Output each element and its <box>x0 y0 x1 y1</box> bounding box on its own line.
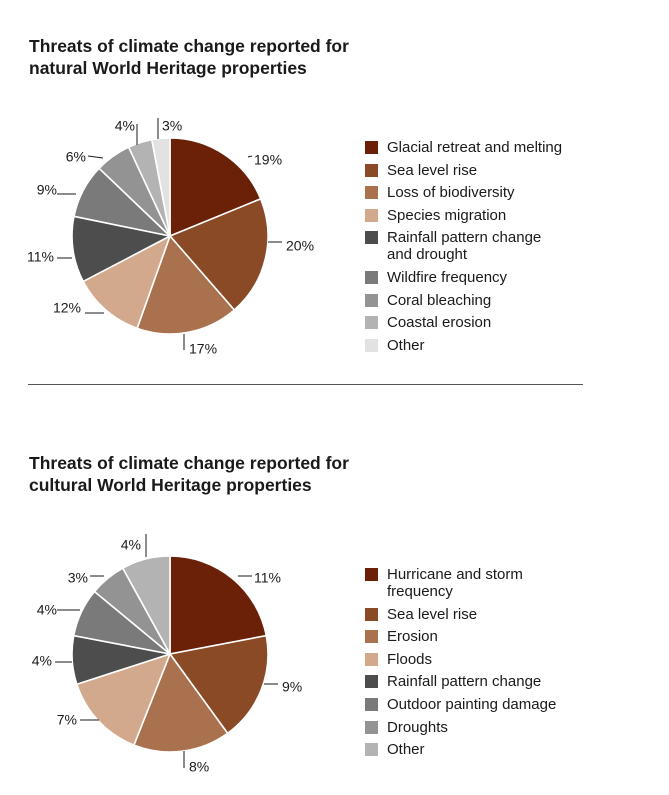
section-divider <box>28 384 583 385</box>
legend-item: Coral bleaching <box>365 292 562 309</box>
data-label: 4% <box>32 653 52 669</box>
legend-item: Species migration <box>365 207 562 224</box>
pie-slice-erosion <box>132 652 229 753</box>
pie-slice-sea-level-rise <box>168 197 269 312</box>
legend-swatch <box>365 141 378 154</box>
pie-slice-other <box>121 555 171 655</box>
legend-item: Rainfall pattern change <box>365 673 556 690</box>
pie-slice-hurricane-and-storm-frequency <box>169 555 268 655</box>
legend-swatch <box>365 697 378 711</box>
data-label: 3% <box>162 118 182 134</box>
chart-legend: Hurricane and storm frequency Sea level r… <box>365 566 556 764</box>
legend-label: Coral bleaching <box>387 291 492 309</box>
legend-item: Sea level rise <box>365 606 556 623</box>
legend-item: Droughts <box>365 719 556 736</box>
legend-label: Droughts <box>387 718 448 736</box>
data-label: 12% <box>53 300 81 316</box>
legend-label: Loss of biodiversity <box>387 184 515 202</box>
data-label: 20% <box>286 238 314 254</box>
legend-item: Rainfall pattern change and drought <box>365 229 562 263</box>
legend-item: Other <box>365 337 562 354</box>
legend-swatch <box>365 568 378 581</box>
legend-swatch <box>365 186 378 200</box>
pie-slice-glacial-retreat-and-melting <box>169 137 262 238</box>
legend-label: Hurricane and storm frequency <box>387 566 523 600</box>
legend-label: Glacial retreat and melting <box>387 139 563 156</box>
legend-label: Other <box>387 336 425 354</box>
legend-swatch <box>365 652 378 666</box>
data-label: 19% <box>254 152 282 168</box>
legend-label: Coastal erosion <box>387 314 492 332</box>
data-label: 11% <box>27 249 54 265</box>
legend-label: Sea level rise <box>387 605 478 623</box>
chart-title: Threats of climate change reported for c… <box>29 453 349 495</box>
pie-slice-other <box>150 137 171 237</box>
legend-swatch <box>365 607 378 621</box>
leader-line <box>87 155 104 159</box>
legend-label: Floods <box>387 650 433 668</box>
legend-item: Other <box>365 741 556 758</box>
pie-slice-rainfall-pattern-change-and-drought <box>71 215 173 283</box>
chart-legend: Glacial retreat and melting Sea level ris… <box>365 139 562 359</box>
legend-swatch <box>365 720 378 734</box>
data-label: 6% <box>66 149 86 165</box>
pie-slice-sea-level-rise <box>168 634 269 735</box>
legend-swatch <box>365 675 378 689</box>
natural-threats-chart: Threats of climate change reported for n… <box>0 0 669 380</box>
leader-line <box>247 155 253 158</box>
data-label: 4% <box>37 602 57 618</box>
data-label: 7% <box>57 712 77 728</box>
legend-label: Outdoor painting damage <box>387 695 557 713</box>
legend-label: Other <box>387 741 425 759</box>
data-label: 3% <box>68 570 88 586</box>
pie-chart: 19% 20% 17% 12% 11% 9% 6% 4% 3% <box>27 118 314 357</box>
legend-item: Loss of biodiversity <box>365 184 562 201</box>
cultural-threats-chart: Threats of climate change reported for c… <box>0 430 669 795</box>
legend-swatch <box>365 338 378 352</box>
data-label: 4% <box>115 118 135 134</box>
legend-swatch <box>365 743 378 757</box>
legend-swatch <box>365 208 378 222</box>
legend-swatch <box>365 231 378 245</box>
legend-item: Wildfire frequency <box>365 269 562 286</box>
legend-item: Sea level rise <box>365 162 562 179</box>
legend-label: Erosion <box>387 628 438 646</box>
legend-swatch <box>365 163 378 177</box>
legend-label: Sea level rise <box>387 161 478 179</box>
pie-chart: 11% 9% 8% 7% 4% 4% 3% 4% <box>32 534 302 775</box>
legend-item: Outdoor painting damage <box>365 696 556 713</box>
data-label: 4% <box>121 537 141 553</box>
legend-label: Rainfall pattern change and drought <box>387 229 542 264</box>
legend-item: Hurricane and storm frequency <box>365 566 556 600</box>
data-label: 17% <box>189 341 217 357</box>
pie-slice-species-migration <box>82 234 172 330</box>
legend-item: Coastal erosion <box>365 314 562 331</box>
legend-swatch <box>365 270 378 284</box>
data-label: 8% <box>189 759 209 775</box>
legend-label: Rainfall pattern change <box>387 673 542 691</box>
data-label: 9% <box>37 182 57 198</box>
data-label: 11% <box>254 570 281 586</box>
legend-item: Glacial retreat and melting <box>365 139 562 156</box>
legend-label: Species migration <box>387 206 507 224</box>
legend-item: Erosion <box>365 628 556 645</box>
chart-title: Threats of climate change reported for n… <box>29 36 349 78</box>
data-label: 9% <box>282 679 302 695</box>
legend-swatch <box>365 316 378 330</box>
legend-item: Floods <box>365 651 556 668</box>
legend-swatch <box>365 293 378 307</box>
legend-swatch <box>365 630 378 644</box>
legend-label: Wildfire frequency <box>387 268 508 286</box>
